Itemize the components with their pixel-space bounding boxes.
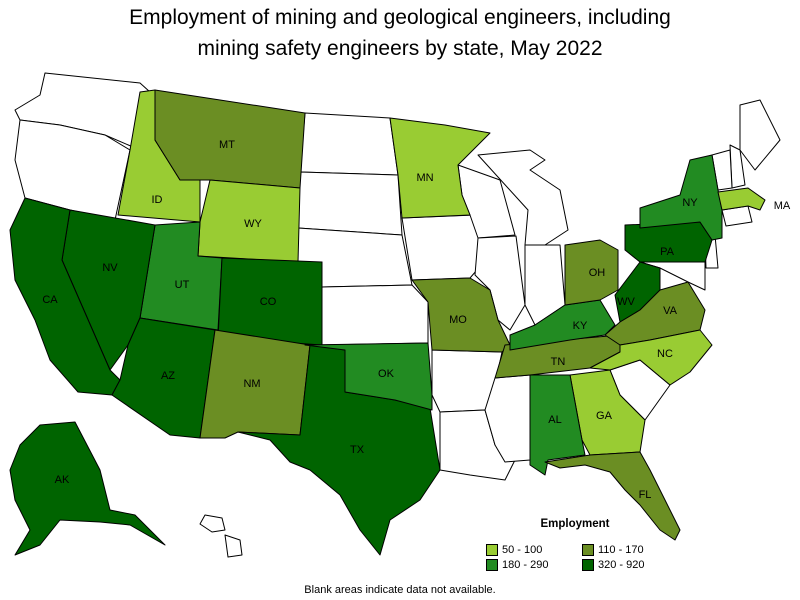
state-label-KY: KY <box>573 320 588 332</box>
footnote: Blank areas indicate data not available. <box>304 584 496 596</box>
state-label-GA: GA <box>596 410 613 422</box>
state-label-TN: TN <box>551 356 566 368</box>
state-MA[interactable] <box>717 187 766 211</box>
state-label-NV: NV <box>102 262 118 274</box>
state-AK[interactable] <box>9 421 166 556</box>
state-NC[interactable] <box>589 329 713 386</box>
legend-swatch <box>582 544 594 556</box>
state-label-OH: OH <box>589 267 606 279</box>
state-label-TX: TX <box>350 444 365 456</box>
state-FL[interactable] <box>544 451 681 541</box>
state-label-CA: CA <box>42 294 58 306</box>
state-label-NM: NM <box>243 378 260 390</box>
state-label-ID: ID <box>152 194 163 206</box>
state-label-PA: PA <box>660 246 675 258</box>
state-GA[interactable] <box>569 369 646 456</box>
legend-label: 110 - 170 <box>598 544 644 556</box>
legend-item-110-170: 110 - 170 <box>582 544 662 556</box>
state-label-OK: OK <box>378 368 395 380</box>
state-label-MT: MT <box>219 139 235 151</box>
state-OK[interactable] <box>304 342 433 411</box>
legend-label: 50 - 100 <box>502 544 543 556</box>
legend-item-50-100: 50 - 100 <box>486 544 582 556</box>
legend-swatch <box>582 559 594 571</box>
state-IL[interactable] <box>474 235 526 331</box>
state-AL[interactable] <box>529 374 586 476</box>
state-KS[interactable] <box>319 284 429 346</box>
state-MN[interactable] <box>389 117 491 219</box>
state-label-MN: MN <box>416 172 433 184</box>
state-ND[interactable] <box>299 112 399 176</box>
state-label-WV: WV <box>617 296 635 308</box>
legend-swatch <box>486 544 498 556</box>
state-OH[interactable] <box>564 239 619 306</box>
state-SD[interactable] <box>297 171 403 236</box>
legend-label: 320 - 920 <box>598 559 645 571</box>
state-label-NY: NY <box>682 197 698 209</box>
state-label-AZ: AZ <box>161 370 175 382</box>
state-label-CO: CO <box>260 296 277 308</box>
map-title-line-1: Employment of mining and geological engi… <box>129 6 671 29</box>
state-MI[interactable] <box>477 149 569 246</box>
legend-item-180-290: 180 - 290 <box>486 559 582 571</box>
state-label-AL: AL <box>548 414 561 426</box>
state-label-WY: WY <box>244 218 262 230</box>
state-label-NC: NC <box>657 348 673 360</box>
legend: Employment 50 - 100 110 - 170 180 - 290 … <box>486 518 656 571</box>
state-HI[interactable] <box>199 514 226 533</box>
state-ME[interactable] <box>739 99 781 171</box>
state-label-AK: AK <box>55 474 70 486</box>
map-title-line-2: mining safety engineers by state, May 20… <box>197 37 603 60</box>
state-label-UT: UT <box>175 279 190 291</box>
state-label-FL: FL <box>639 489 652 501</box>
state-label-VA: VA <box>663 305 678 317</box>
state-label-MO: MO <box>449 314 467 326</box>
state-CA[interactable] <box>9 197 121 396</box>
state-label-MA: MA <box>774 200 791 212</box>
legend-item-320-920: 320 - 920 <box>582 559 662 571</box>
legend-label: 180 - 290 <box>502 559 549 571</box>
map-title: Employment of mining and geological engi… <box>0 2 800 64</box>
legend-title: Employment <box>540 518 610 530</box>
state-HI-island[interactable] <box>224 534 243 558</box>
state-KY[interactable] <box>509 299 616 351</box>
legend-swatch <box>486 559 498 571</box>
